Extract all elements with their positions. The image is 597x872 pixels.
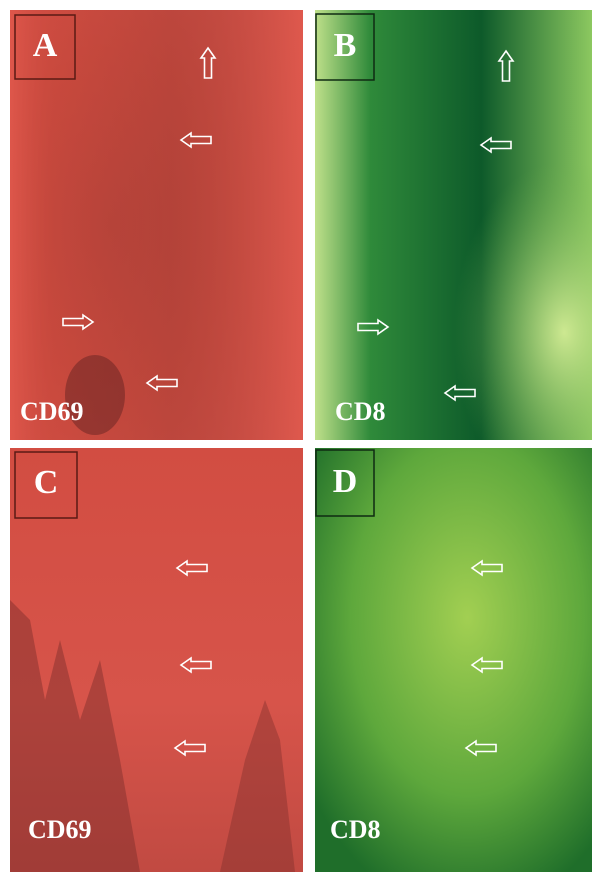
panel-letter: C	[34, 464, 59, 501]
marker-label: CD8	[330, 815, 381, 844]
micrograph	[315, 448, 592, 872]
panel-letter: D	[333, 463, 358, 500]
panel-letter: A	[33, 27, 58, 64]
figure: A CD69 B CD8 C CD69 D CD8	[0, 0, 597, 872]
marker-label: CD69	[28, 815, 92, 844]
panel-b: B CD8	[315, 10, 592, 440]
page: {"panels": [ {"letter": "A", "label": "C…	[0, 0, 597, 872]
panel-letter: B	[334, 27, 357, 64]
panel-d: D CD8	[315, 448, 592, 872]
panel-a: A CD69	[10, 10, 303, 440]
micrograph-shade	[315, 10, 592, 440]
marker-label: CD69	[20, 397, 84, 426]
marker-label: CD8	[335, 397, 386, 426]
panel-c: C CD69	[10, 448, 303, 872]
